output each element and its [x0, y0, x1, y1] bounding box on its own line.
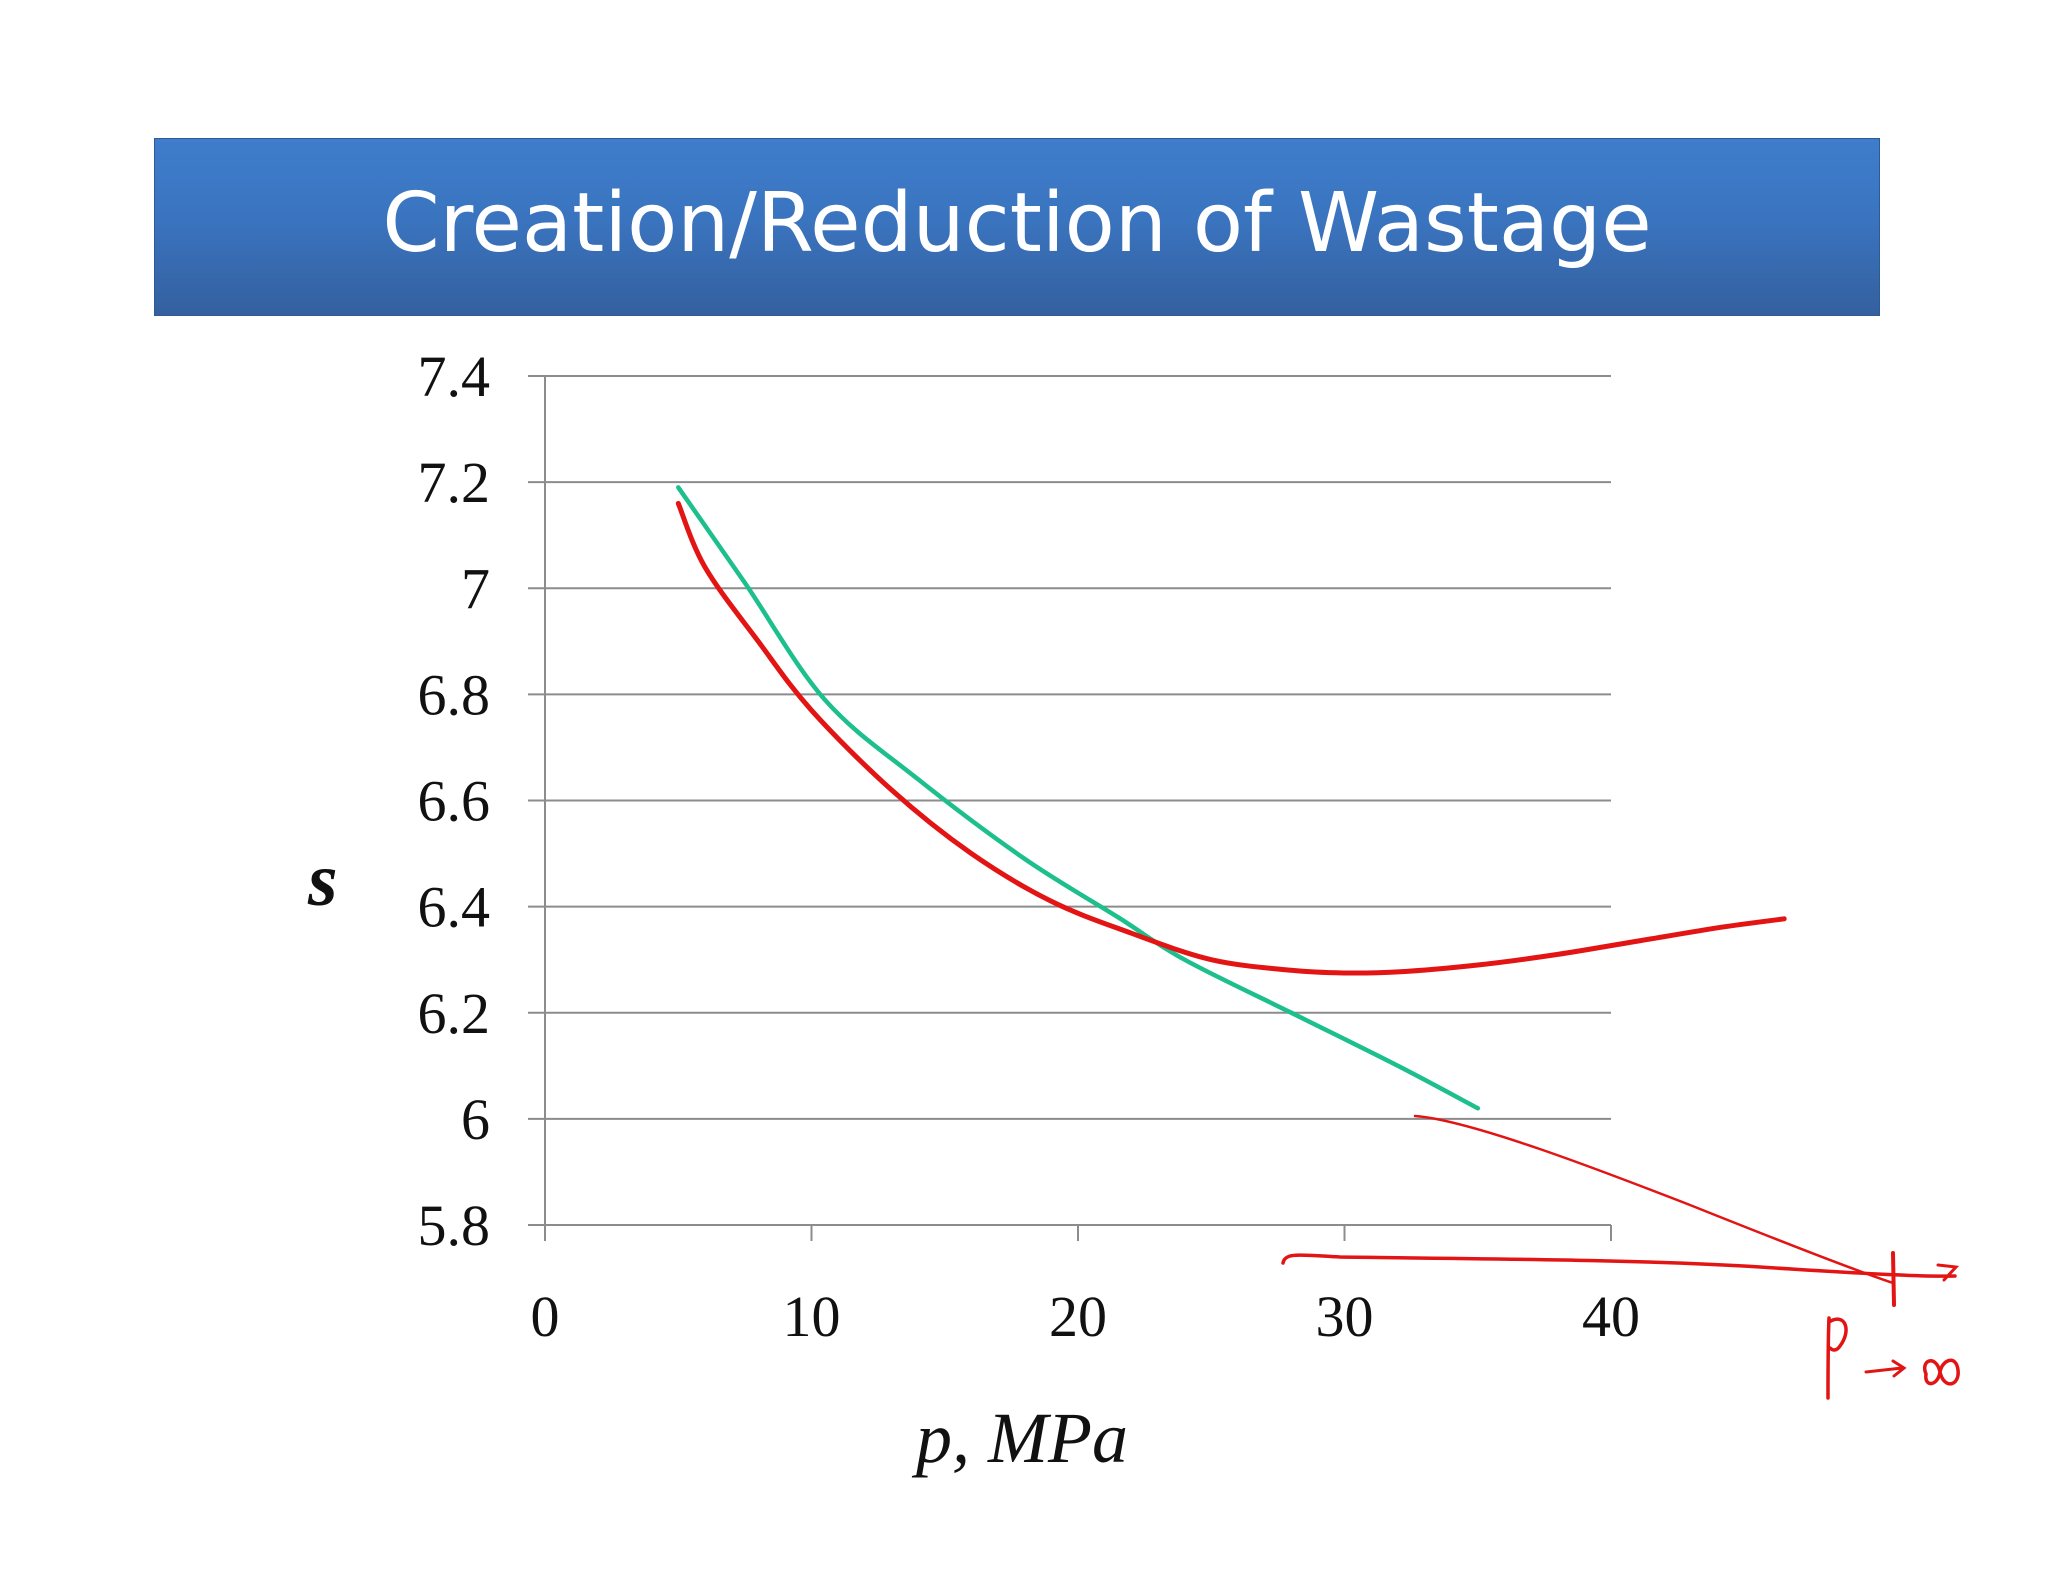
asymptote-stroke	[1413, 1114, 1895, 1285]
handwritten-p	[1826, 1316, 1848, 1400]
annotations	[1281, 1114, 1960, 1400]
series	[675, 485, 1787, 1111]
slide-title-bar: Creation/Reduction of Wastage	[154, 138, 1880, 316]
slide-title: Creation/Reduction of Wastage	[382, 175, 1652, 271]
x-tick-label: 30	[1316, 1284, 1374, 1349]
y-tick-label: 6.6	[418, 769, 491, 834]
y-tick-label: 6.8	[418, 662, 491, 727]
series-line-1	[676, 485, 1481, 1111]
handwritten-infinity	[1922, 1358, 1960, 1386]
y-tick-label: 7.2	[418, 450, 491, 515]
handwritten-arrow	[1864, 1359, 1907, 1378]
y-tick-label: 7.4	[418, 344, 491, 409]
y-axis-title: s	[307, 838, 338, 922]
y-tick-label: 7	[461, 556, 490, 621]
series-line-2	[675, 500, 1787, 976]
grid	[528, 375, 1611, 1226]
vertical-tick-stroke	[1891, 1251, 1896, 1307]
handwritten-annotation	[1281, 1114, 1960, 1400]
y-tick-label: 5.8	[418, 1193, 491, 1258]
baseline-stroke	[1281, 1253, 1957, 1278]
x-axis-title: p, MPa	[911, 1398, 1128, 1478]
x-tick-label: 20	[1049, 1284, 1107, 1349]
y-tick-label: 6.2	[418, 981, 491, 1046]
y-tick-label: 6	[461, 1087, 490, 1152]
x-tick-label: 40	[1582, 1284, 1640, 1349]
x-tick-label: 10	[783, 1284, 841, 1349]
y-tick-label: 6.4	[418, 875, 491, 940]
arrowhead-stroke	[1936, 1263, 1960, 1282]
axes: 7.4 7.2 7 6.8 6.6 6.4 6.2 6 5.8 0 10 20 30 40	[418, 344, 1641, 1349]
x-tick-label: 0	[531, 1284, 560, 1349]
